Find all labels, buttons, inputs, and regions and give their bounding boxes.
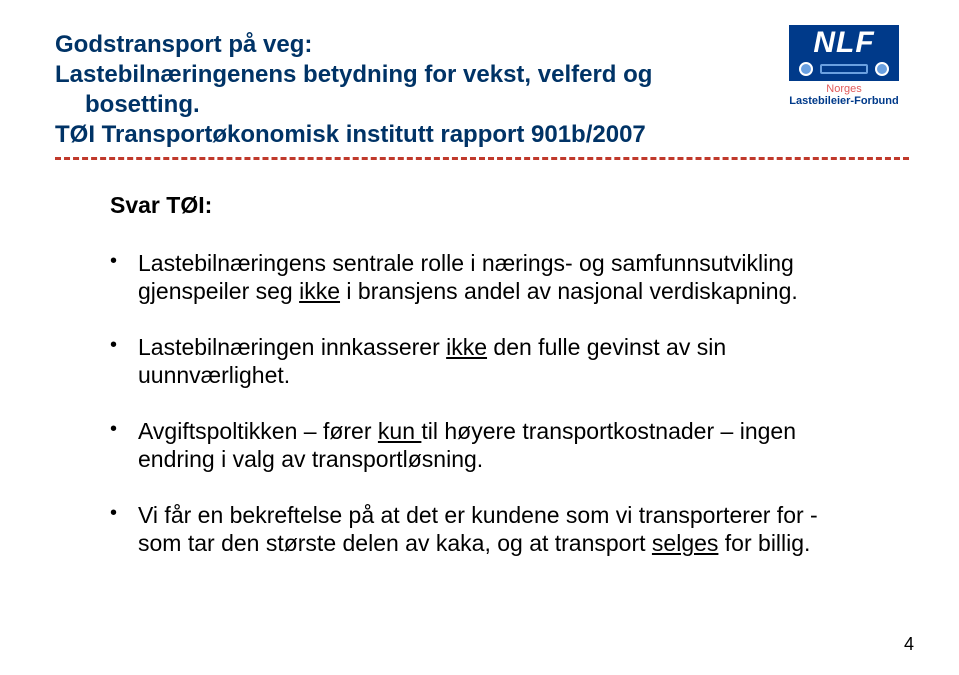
content-area: Svar TØI: Lastebilnæringens sentrale rol…: [55, 192, 909, 557]
dash-line: [55, 157, 909, 160]
frame-icon: [820, 64, 868, 74]
header-row: Godstransport på veg: Lastebilnæringenen…: [55, 30, 909, 150]
bullet-text-post: for billig.: [718, 530, 810, 556]
svar-heading: Svar TØI:: [110, 192, 819, 219]
bullet-item: Lastebilnæringen innkasserer ikke den fu…: [110, 333, 819, 389]
bullet-text-pre: Lastebilnæringen innkasserer: [138, 334, 446, 360]
bullet-underline: selges: [652, 530, 718, 556]
slide: Godstransport på veg: Lastebilnæringenen…: [0, 0, 959, 675]
wheel-icon: [799, 62, 813, 76]
bullet-text-pre: Avgiftspoltikken – fører: [138, 418, 378, 444]
bullet-item: Lastebilnæringens sentrale rolle i nærin…: [110, 249, 819, 305]
bullet-underline: ikke: [446, 334, 487, 360]
bullet-text-post: i bransjens andel av nasjonal verdiskapn…: [340, 278, 798, 304]
nlf-logo: NLF Norges Lastebileier-Forbund: [779, 25, 909, 107]
title-line-1: Godstransport på veg:: [55, 30, 779, 60]
dashed-divider: [55, 154, 909, 162]
bullet-item: Vi får en bekreftelse på at det er kunde…: [110, 501, 819, 557]
title-block: Godstransport på veg: Lastebilnæringenen…: [55, 30, 779, 150]
title-line-3: bosetting.: [55, 90, 779, 120]
logo-abbrev: NLF: [789, 25, 899, 59]
title-line-2: Lastebilnæringenens betydning for vekst,…: [55, 60, 779, 90]
page-number: 4: [904, 634, 914, 655]
bullet-underline: kun: [378, 418, 421, 444]
logo-norges: Norges: [779, 83, 909, 95]
wheel-icon: [875, 62, 889, 76]
bullet-item: Avgiftspoltikken – fører kun til høyere …: [110, 417, 819, 473]
bullet-list: Lastebilnæringens sentrale rolle i nærin…: [110, 249, 819, 557]
logo-subtitle: Lastebileier-Forbund: [779, 95, 909, 107]
logo-graphic: [789, 59, 899, 81]
title-line-4: TØI Transportøkonomisk institutt rapport…: [55, 120, 779, 150]
bullet-underline: ikke: [299, 278, 340, 304]
